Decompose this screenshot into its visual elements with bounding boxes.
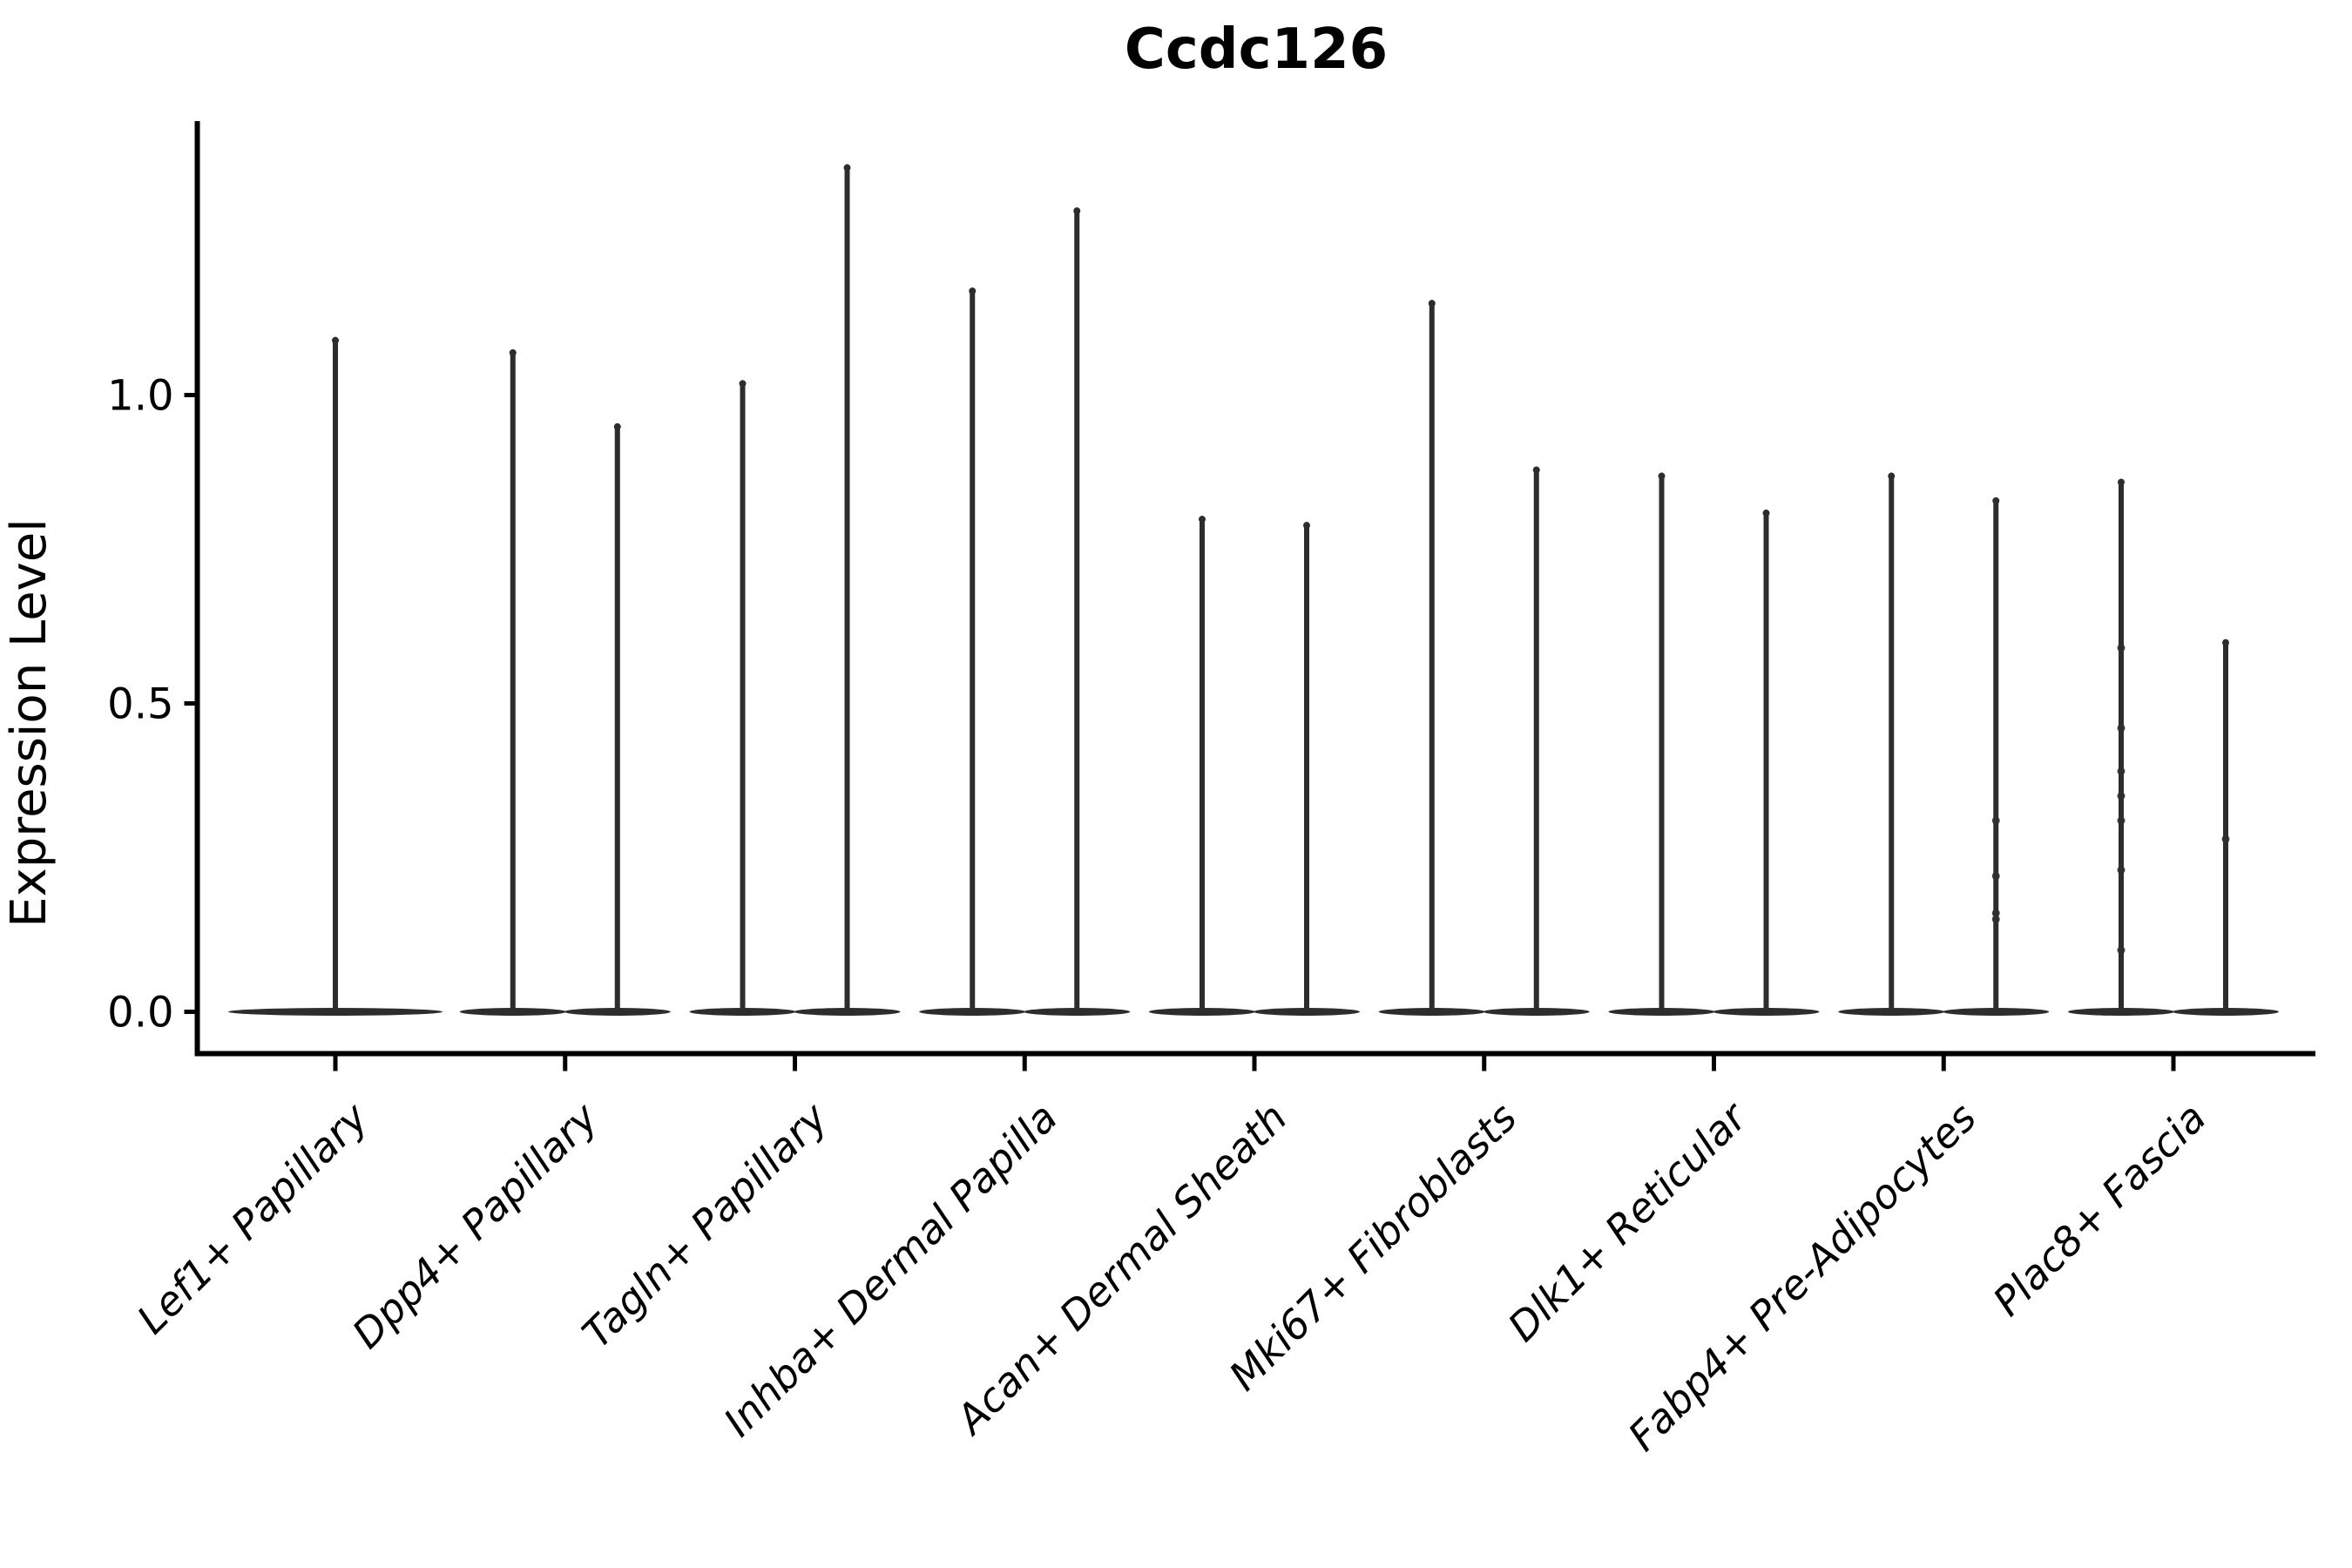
violin-spike-tip bbox=[1762, 510, 1770, 517]
jitter-dot bbox=[1991, 915, 2000, 923]
violin-spike-tip bbox=[1888, 472, 1896, 480]
violin-spike-tip bbox=[509, 348, 517, 356]
violin-spike-tip bbox=[1199, 516, 1206, 524]
x-tick-label: Plac8+ Fascia bbox=[1984, 1094, 2214, 1325]
y-tick-label: 1.0 bbox=[107, 372, 173, 421]
violin-spike-tip bbox=[843, 164, 851, 172]
jitter-dot bbox=[2221, 835, 2230, 843]
y-tick-label: 0.0 bbox=[107, 989, 173, 1037]
violin-spike-tip bbox=[1532, 466, 1540, 474]
jitter-dot bbox=[1991, 909, 2000, 917]
axes-layer bbox=[184, 121, 2315, 1071]
jitter-dot bbox=[2117, 724, 2126, 733]
jitter-dot bbox=[2117, 816, 2126, 825]
x-tick-label: Dlk1+ Reticular bbox=[1499, 1092, 1758, 1350]
violin-spike-tip bbox=[2118, 478, 2125, 486]
jitter-dot bbox=[2117, 946, 2126, 955]
violin-spike-tip bbox=[1428, 300, 1436, 308]
x-tick-label: Lef1+ Papillary bbox=[128, 1093, 377, 1342]
violin-spike-tip bbox=[1303, 522, 1310, 530]
y-tick-label: 0.5 bbox=[107, 680, 173, 729]
x-tick-label: Tagln+ Papillary bbox=[573, 1093, 837, 1357]
jitter-dot-layer bbox=[1991, 644, 2230, 955]
chart-title: Ccdc126 bbox=[1125, 17, 1388, 82]
violin-spike-tip bbox=[332, 336, 339, 344]
violin-spike-tip bbox=[613, 422, 621, 430]
y-axis-label: Expression Level bbox=[1, 518, 57, 928]
jitter-dot bbox=[1991, 872, 2000, 881]
violin-spike-tip bbox=[969, 287, 977, 295]
jitter-dot bbox=[2117, 866, 2126, 875]
violin-spike-tip bbox=[1658, 472, 1666, 480]
jitter-dot bbox=[2117, 644, 2126, 652]
x-tick-label: Dpp4+ Papillary bbox=[343, 1093, 607, 1357]
violin-spike-tip bbox=[2222, 639, 2229, 646]
violin-spike-tip bbox=[739, 380, 747, 388]
violin-spike-tip bbox=[1073, 207, 1081, 215]
jitter-dot bbox=[2117, 792, 2126, 801]
jitter-dot bbox=[2117, 767, 2126, 775]
jitter-dot bbox=[1991, 816, 2000, 825]
violin-spike-tip bbox=[1992, 497, 2000, 504]
violin-layer bbox=[228, 164, 2279, 1016]
